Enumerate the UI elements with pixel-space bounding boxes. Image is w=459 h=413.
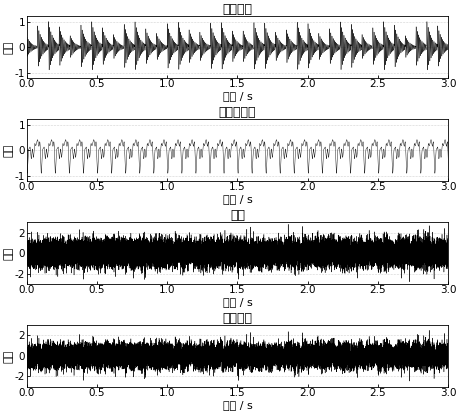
Y-axis label: 幅值: 幅值 (4, 349, 13, 363)
Title: 冲击脉冲: 冲击脉冲 (222, 3, 252, 17)
Title: 转频及倍频: 转频及倍频 (218, 107, 256, 119)
X-axis label: 时间 / s: 时间 / s (222, 194, 252, 204)
Title: 合成信号: 合成信号 (222, 312, 252, 325)
Y-axis label: 幅值: 幅值 (4, 40, 13, 54)
X-axis label: 时间 / s: 时间 / s (222, 91, 252, 101)
X-axis label: 时间 / s: 时间 / s (222, 297, 252, 306)
X-axis label: 时间 / s: 时间 / s (222, 399, 252, 410)
Y-axis label: 幅值: 幅值 (4, 247, 13, 260)
Y-axis label: 幅值: 幅值 (4, 144, 13, 157)
Title: 噪声: 噪声 (230, 209, 245, 222)
